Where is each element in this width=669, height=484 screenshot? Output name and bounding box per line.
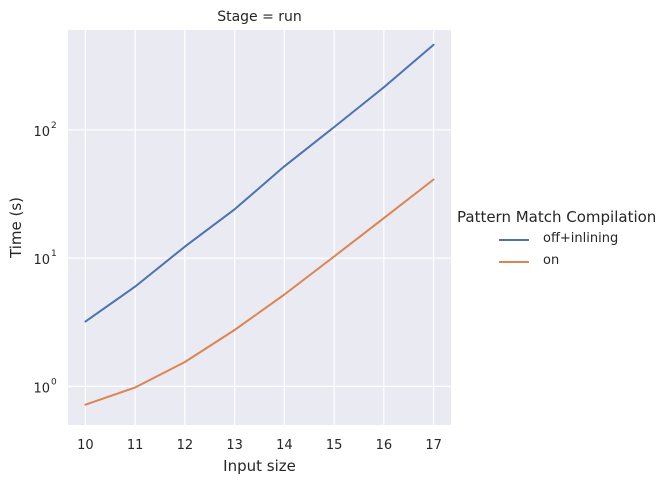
y-tick-label: 10 1	[33, 249, 56, 268]
legend-swatch	[499, 261, 529, 263]
y-tick-exponent: 1	[51, 249, 57, 259]
x-tick-label: 14	[276, 438, 293, 453]
y-tick-base: 10	[33, 381, 50, 396]
chart-title: Stage = run	[217, 9, 302, 25]
x-tick-label: 12	[177, 438, 194, 453]
legend-title: Pattern Match Compilation	[457, 208, 657, 226]
x-tick-label: 13	[226, 438, 243, 453]
x-axis-label: Input size	[223, 457, 296, 475]
x-tick-label: 11	[127, 438, 144, 453]
legend-item: off+inlining	[499, 230, 656, 252]
y-tick-exponent: 2	[51, 121, 57, 131]
legend-swatch	[499, 239, 529, 241]
series-line	[84, 178, 435, 406]
legend-item: on	[499, 252, 656, 274]
legend-label: on	[543, 253, 560, 268]
x-tick-labels: 10 11 12 13 14 15 16 17	[77, 438, 442, 453]
y-tick-label: 10 0	[33, 377, 57, 396]
x-tick-label: 15	[326, 438, 343, 453]
x-tick-label: 16	[376, 438, 393, 453]
y-tick-base: 10	[33, 253, 50, 268]
legend: Pattern Match Compilation off+inlining on	[457, 208, 656, 274]
series-line	[84, 43, 435, 323]
plot-background	[68, 30, 451, 425]
legend-label: off+inlining	[543, 231, 619, 246]
y-axis-label: Time (s)	[7, 197, 25, 259]
legend-items: off+inlining on	[457, 230, 656, 274]
y-tick-exponent: 0	[51, 377, 57, 387]
x-tick-label: 10	[77, 438, 94, 453]
grid-lines	[68, 30, 451, 425]
series-lines	[84, 43, 435, 406]
x-tick-label: 17	[425, 438, 442, 453]
y-tick-label: 10 2	[33, 121, 56, 140]
y-tick-base: 10	[33, 125, 50, 140]
